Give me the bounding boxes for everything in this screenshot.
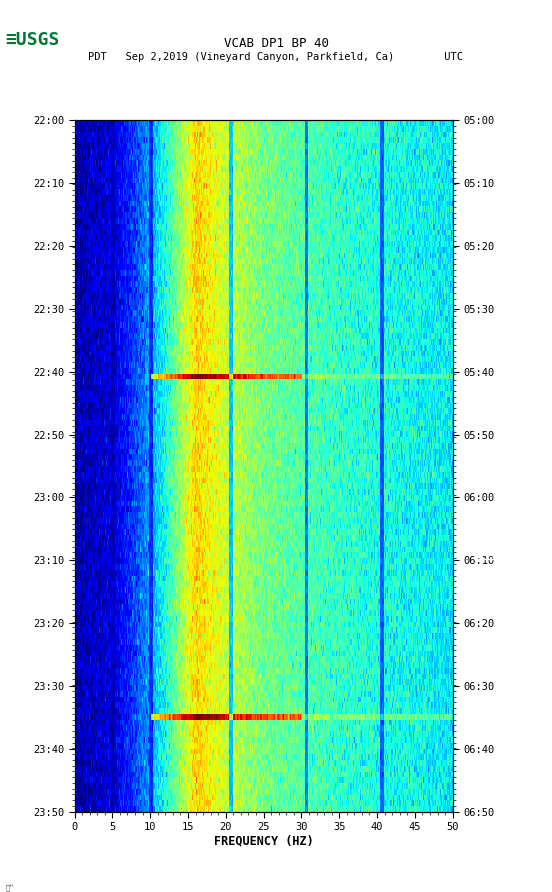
Text: VCAB DP1 BP 40: VCAB DP1 BP 40 [224,37,328,51]
Text: ≡USGS: ≡USGS [6,31,60,49]
X-axis label: FREQUENCY (HZ): FREQUENCY (HZ) [214,835,314,848]
Text: ⨿ᴴ: ⨿ᴴ [6,883,14,891]
Text: PDT   Sep 2,2019 (Vineyard Canyon, Parkfield, Ca)        UTC: PDT Sep 2,2019 (Vineyard Canyon, Parkfie… [88,52,464,62]
